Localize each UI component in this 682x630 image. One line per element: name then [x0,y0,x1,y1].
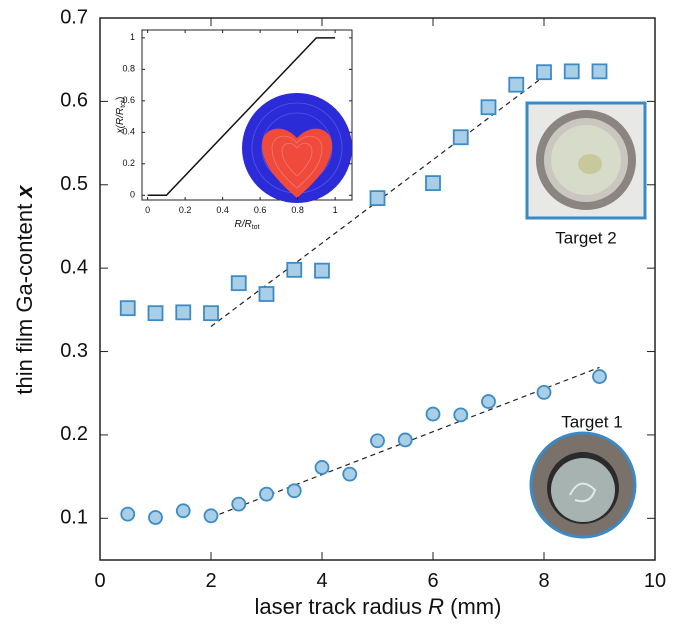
square-marker [258,286,275,302]
circle-marker [397,432,413,448]
square-marker [563,63,580,80]
x-tick-label: 10 [644,570,666,592]
y-tick-label: 0.3 [60,340,88,362]
circle-marker [453,407,469,423]
circle-marker [342,466,358,482]
y-tick-label: 0.2 [122,158,135,168]
circle-marker [120,506,136,522]
square-marker [286,261,303,278]
square-marker [175,304,192,321]
square-marker [314,262,330,279]
annotation: Target 1 [561,412,622,431]
square-marker [230,275,247,292]
x-axis-label: laser track radius R (mm) [255,594,502,619]
circle-marker [175,503,191,519]
y-tick-label: 0.5 [60,173,88,195]
circle-marker [481,394,496,409]
inset-y-label: x(R/Rtot) [115,97,127,135]
line [147,37,336,197]
x-tick-label: 0.4 [216,205,229,215]
y-tick-label: 0 [130,190,135,200]
y-axis-label: thin film Ga-content x [12,185,37,395]
y-tick-label: 1 [130,32,135,42]
x-tick-label: 0.6 [254,205,267,215]
square-marker [203,305,219,322]
square-marker [591,63,608,80]
target-1-photo [529,431,637,539]
x-tick-label: 0.2 [179,205,192,215]
square-marker [508,76,525,93]
circle-marker [286,483,302,499]
y-tick-label: 0.7 [60,6,88,28]
x-tick-label: 8 [538,570,549,592]
y-tick-label: 0.2 [60,423,88,445]
x-tick-label: 1 [333,205,338,215]
circle-marker [203,508,219,524]
x-tick-label: 2 [205,570,216,592]
target-2-photo [525,101,647,220]
circle-marker [231,496,247,512]
y-tick-label: 0.1 [60,507,88,529]
circle-marker [370,433,385,449]
y-tick-label: 0.8 [122,64,135,74]
square-marker [480,99,497,116]
x-tick-label: 6 [427,570,438,592]
square-marker [425,175,441,192]
circle-marker [592,369,607,384]
plot-frame [99,17,656,561]
circle-marker [536,384,552,400]
x-tick-label: 0.8 [291,205,304,215]
square-marker [119,300,136,317]
square-marker [147,305,164,322]
circle-marker [314,460,330,475]
circle-marker [148,510,163,525]
square-marker [452,129,469,146]
x-tick-label: 0 [94,570,105,592]
x-tick-label: 0 [145,205,150,215]
y-tick-label: 0.4 [60,256,88,278]
x-tick-label: 4 [316,570,327,592]
y-tick-label: 0.4 [122,127,135,137]
inset-x-label: R/Rtot [234,219,259,231]
inset-disk [242,93,352,203]
square-marker [536,64,552,81]
annotation: Target 2 [555,228,616,247]
square-marker [369,190,386,207]
y-tick-label: 0.6 [122,95,135,105]
circle-marker [425,406,441,422]
y-tick-label: 0.6 [60,90,88,112]
circle-marker [259,486,274,502]
